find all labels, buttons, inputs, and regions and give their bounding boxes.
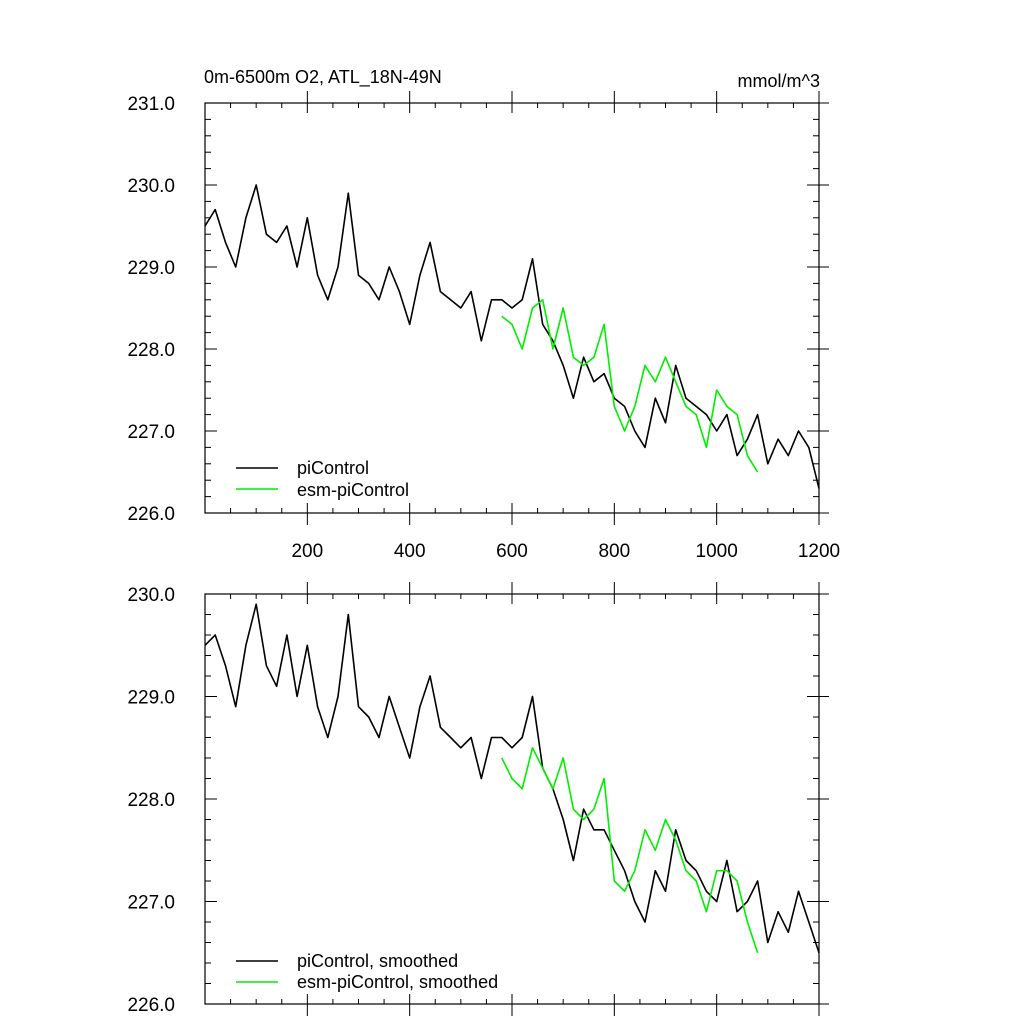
y-tick-label: 228.0 <box>127 340 175 361</box>
y-tick-label: 227.0 <box>127 422 175 443</box>
x-tick-label: 800 <box>598 541 630 562</box>
series-line-picontrol-smoothed <box>204 603 820 954</box>
bottom-legend: piControl, smoothed esm-piControl, smoot… <box>236 951 498 992</box>
series-line-esm-picontrol <box>501 298 759 473</box>
y-tick-label: 227.0 <box>127 893 175 914</box>
top-panel: 200 400 600 800 1000 1200 226.0 227.0 228.0 229.0… <box>127 91 840 562</box>
top-series-lines <box>204 184 820 489</box>
series-line-esm-picontrol-smoothed <box>501 746 759 954</box>
y-tick-label: 228.0 <box>127 790 175 811</box>
legend-label-esm-picontrol-smoothed: esm-piControl, smoothed <box>297 972 498 992</box>
bottom-panel: 226.0 227.0 228.0 229.0 230.0 piControl, smo… <box>127 582 829 1016</box>
top-legend: piControl esm-piControl <box>236 458 409 500</box>
legend-label-picontrol-smoothed: piControl, smoothed <box>297 951 458 971</box>
y-tick-label: 230.0 <box>127 176 175 197</box>
top-axis-ticks: 200 400 600 800 1000 1200 226.0 227.0 228.0 229.0… <box>127 91 840 562</box>
bottom-axis-ticks: 226.0 227.0 228.0 229.0 230.0 <box>127 582 829 1016</box>
x-tick-label: 1000 <box>696 541 738 562</box>
units-label: mmol/m^3 <box>738 71 820 91</box>
bottom-plot-frame <box>204 593 820 1005</box>
chart-title: 0m-6500m O2, ATL_18N-49N <box>204 67 442 88</box>
x-tick-label: 200 <box>291 541 323 562</box>
y-tick-label: 229.0 <box>127 688 175 709</box>
x-tick-label: 400 <box>394 541 426 562</box>
x-tick-label: 1200 <box>798 541 840 562</box>
y-tick-label: 226.0 <box>127 504 175 525</box>
y-tick-label: 230.0 <box>127 585 175 606</box>
y-tick-label: 226.0 <box>127 995 175 1016</box>
series-line-picontrol <box>204 184 820 489</box>
legend-label-esm-picontrol: esm-piControl <box>297 480 409 500</box>
y-tick-label: 231.0 <box>127 94 175 115</box>
x-tick-label: 600 <box>496 541 528 562</box>
bottom-series-lines <box>204 603 820 954</box>
y-tick-label: 229.0 <box>127 258 175 279</box>
legend-label-picontrol: piControl <box>297 458 369 478</box>
